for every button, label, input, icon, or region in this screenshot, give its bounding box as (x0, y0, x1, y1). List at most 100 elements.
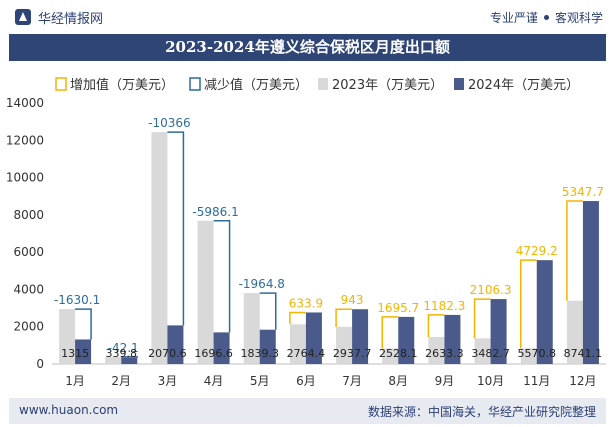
increase-box (335, 308, 353, 327)
decrease-label: -1630.1 (54, 293, 100, 307)
decrease-box (213, 220, 231, 333)
footer-bar: www.huaon.com 数据来源：中国海关，华经产业研究院整理 (9, 398, 606, 424)
x-tick-label: 5月 (250, 374, 270, 388)
value-label-2024: 1315 (61, 347, 89, 360)
y-tick-label: 0 (36, 357, 44, 371)
legend-swatch (318, 78, 328, 90)
bar-2024 (582, 201, 599, 364)
bar-2024 (444, 314, 461, 364)
increase-label: 1695.7 (377, 301, 419, 315)
value-label-2024: 5570.8 (518, 347, 557, 360)
x-tick-label: 7月 (342, 374, 362, 388)
bar-2024 (75, 339, 92, 364)
brand-name: 华经情报网 (38, 11, 104, 27)
bar-2024 (305, 312, 322, 364)
y-tick-label: 14000 (6, 96, 44, 110)
decrease-box (167, 131, 185, 326)
increase-label: 4729.2 (516, 244, 558, 258)
value-label-2024: 2528.1 (379, 347, 418, 360)
data-source: 数据来源：中国海关，华经产业研究院整理 (367, 405, 596, 419)
value-label-2024: 2070.6 (148, 347, 187, 360)
value-label-2024: 8741.1 (564, 347, 603, 360)
huajing-logo-icon (15, 9, 31, 25)
slogan-tag-rigorous: 专业严谨 (489, 11, 538, 25)
y-tick-label: 2000 (13, 320, 44, 334)
x-tick-label: 4月 (204, 374, 224, 388)
x-tick-label: 10月 (477, 374, 504, 388)
bar-2024 (213, 332, 230, 364)
y-tick-label: 4000 (13, 282, 44, 296)
legend-label: 2023年（万美元） (332, 78, 443, 93)
increase-label: 943 (341, 293, 364, 307)
bar-2023 (382, 348, 399, 364)
increase-box (289, 311, 306, 325)
brand-logo[interactable]: 华经情报网 (14, 7, 103, 27)
value-label-2024: 1839.3 (241, 347, 280, 360)
increase-label: 1182.3 (423, 299, 465, 313)
bar-2024 (352, 309, 369, 364)
x-tick-label: 8月 (388, 374, 408, 388)
bar-2023 (336, 326, 353, 364)
legend-label: 增加值（万美元） (70, 77, 174, 93)
decrease-label: -5986.1 (192, 205, 238, 219)
legend-swatch (454, 78, 464, 90)
bar-2023 (151, 132, 168, 364)
legend-swatch (55, 77, 67, 91)
increase-box (427, 314, 445, 337)
top-bar: 华经情报网 专业严谨 客观科学 (0, 0, 615, 34)
bar-2023 (428, 336, 445, 364)
separator-dot-icon (543, 15, 549, 20)
decrease-label: -1964.8 (239, 277, 285, 291)
x-tick-label: 3月 (158, 374, 178, 388)
decrease-box (75, 308, 92, 340)
increase-box (520, 259, 537, 349)
x-tick-label: 12月 (569, 374, 596, 388)
bar-2023 (474, 338, 491, 364)
bar-2024 (536, 260, 553, 364)
legend-label: 减少值（万美元） (204, 77, 308, 93)
increase-label: 633.9 (289, 296, 323, 310)
increase-label: 5347.7 (562, 185, 604, 199)
y-tick-label: 12000 (6, 133, 44, 147)
increase-box (566, 200, 583, 301)
bar-2023 (59, 309, 76, 364)
decrease-box (259, 292, 277, 330)
bar-2023 (520, 348, 537, 364)
increase-box (473, 298, 491, 339)
y-tick-label: 10000 (6, 171, 44, 185)
bar-2024 (490, 299, 507, 364)
value-label-2024: 2764.4 (287, 347, 326, 360)
value-label-2024: 339.8 (106, 347, 138, 360)
legend-label: 2024年（万美元） (468, 78, 579, 93)
bar-2024 (121, 357, 138, 364)
value-label-2024: 3482.7 (471, 347, 510, 360)
slogan-tags: 专业严谨 客观科学 (490, 9, 603, 26)
bar-chart: 0 2000 4000 6000 8000 10000 12000 14000 -1630.1 1… (6, 77, 606, 388)
bar-2023 (566, 300, 583, 364)
x-tick-label: 2月 (111, 374, 131, 388)
bar-2023 (197, 220, 214, 364)
bar-2024 (398, 316, 415, 364)
decrease-label: -42.1 (108, 341, 139, 355)
title-bar: 2023-2024年遵义综合保税区月度出口额 (9, 34, 606, 61)
increase-box (381, 316, 399, 349)
bar-2023 (105, 356, 122, 364)
bar-2023 (243, 293, 260, 364)
slogan-tag-objective: 客观科学 (554, 11, 603, 25)
y-tick-label: 8000 (13, 208, 44, 222)
value-label-2024: 2633.3 (425, 347, 464, 360)
footer-url[interactable]: www.huaon.com (19, 403, 119, 417)
chart-title: 2023-2024年遵义综合保税区月度出口额 (165, 38, 450, 56)
legend-swatch (189, 77, 201, 91)
bar-2023 (289, 324, 306, 364)
x-tick-label: 9月 (435, 374, 455, 388)
value-label-2024: 1696.6 (194, 347, 233, 360)
x-tick-label: 6月 (296, 374, 316, 388)
y-tick-label: 6000 (13, 245, 44, 259)
x-tick-label: 11月 (523, 374, 550, 388)
bar-2024 (259, 329, 276, 364)
value-label-2024: 2937.7 (333, 347, 372, 360)
decrease-label: -10366 (148, 116, 191, 130)
increase-label: 2106.3 (470, 283, 512, 297)
bar-2024 (167, 325, 184, 364)
